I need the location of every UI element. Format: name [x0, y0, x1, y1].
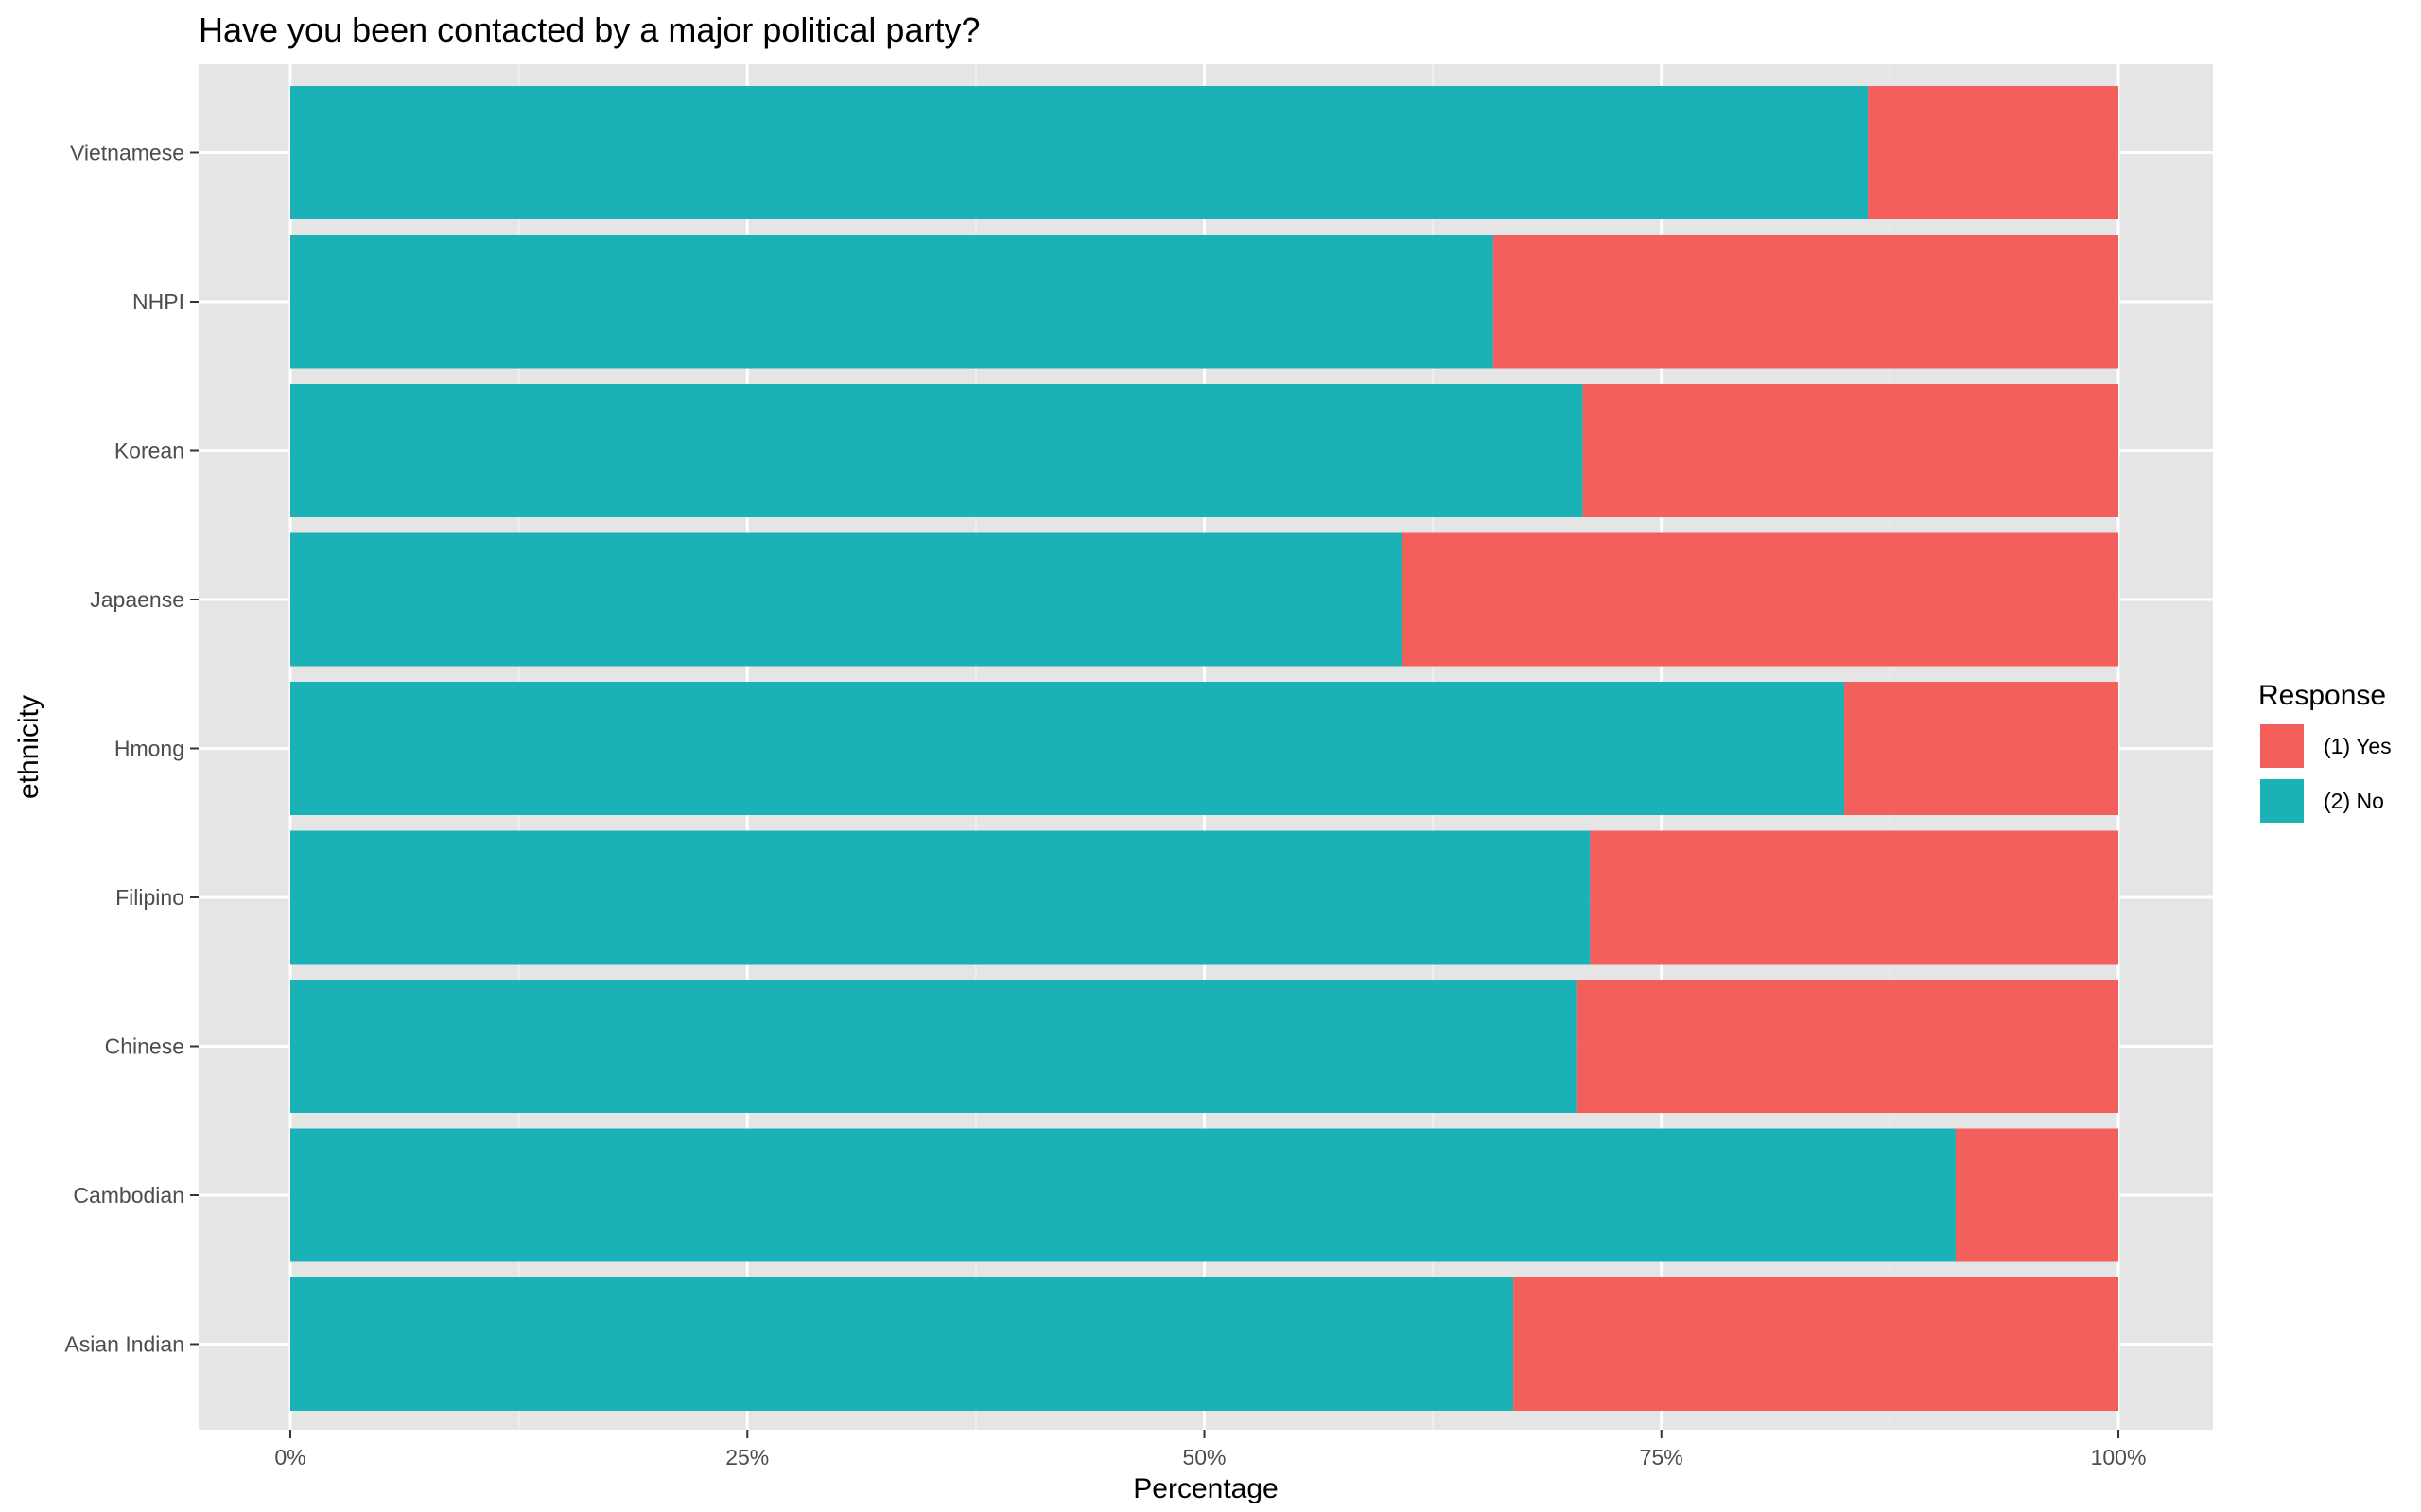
- y-axis: Asian Indian Cambodian Chinese Filipino Hmon…: [64, 141, 199, 1357]
- y-tick-label: Chinese: [105, 1034, 184, 1059]
- bar-no: [290, 532, 1402, 667]
- y-axis-title: ethnicity: [13, 695, 44, 799]
- bar-no: [290, 86, 1869, 219]
- bar-yes: [1582, 384, 2118, 517]
- x-tick-label: 25%: [725, 1445, 769, 1469]
- bar-no: [290, 682, 1845, 815]
- y-tick-label: NHPI: [132, 289, 184, 314]
- x-axis-title: Percentage: [1133, 1473, 1278, 1504]
- bar-yes: [1868, 86, 2118, 219]
- legend-key: [2260, 779, 2304, 823]
- bar-no: [290, 1277, 1514, 1411]
- y-tick-label: Filipino: [115, 885, 184, 910]
- y-tick-label: Asian Indian: [64, 1332, 184, 1357]
- legend-title: Response: [2258, 680, 2386, 711]
- bar-no: [290, 384, 1583, 517]
- bar-yes: [1576, 980, 2118, 1113]
- x-tick-label: 100%: [2091, 1445, 2147, 1469]
- x-tick-label: 75%: [1640, 1445, 1683, 1469]
- legend-key: [2260, 724, 2304, 768]
- bar-no: [290, 1128, 1956, 1262]
- chart-title: Have you been contacted by a major polit…: [199, 10, 980, 49]
- bar-yes: [1492, 235, 2118, 369]
- legend-label: (1) Yes: [2324, 734, 2392, 758]
- bar-no: [290, 235, 1493, 369]
- bar-yes: [1844, 682, 2118, 815]
- bar-no: [290, 980, 1577, 1113]
- legend-label: (2) No: [2324, 789, 2384, 813]
- y-tick-label: Vietnamese: [70, 141, 184, 165]
- bar-yes: [1590, 830, 2118, 965]
- bar-yes: [1513, 1277, 2118, 1411]
- y-tick-label: Cambodian: [73, 1183, 184, 1208]
- x-tick-label: 50%: [1182, 1445, 1226, 1469]
- y-tick-label: Japaense: [90, 587, 184, 612]
- bars: [290, 86, 2118, 1411]
- bar-yes: [1955, 1128, 2118, 1262]
- bar-yes: [1402, 532, 2118, 667]
- x-axis: 0% 25% 50% 75% 100%: [274, 1430, 2146, 1469]
- y-tick-label: Hmong: [114, 737, 184, 761]
- y-tick-label: Korean: [114, 439, 184, 463]
- legend: Response (1) Yes (2) No: [2258, 680, 2392, 823]
- x-tick-label: 0%: [274, 1445, 305, 1469]
- bar-no: [290, 830, 1591, 965]
